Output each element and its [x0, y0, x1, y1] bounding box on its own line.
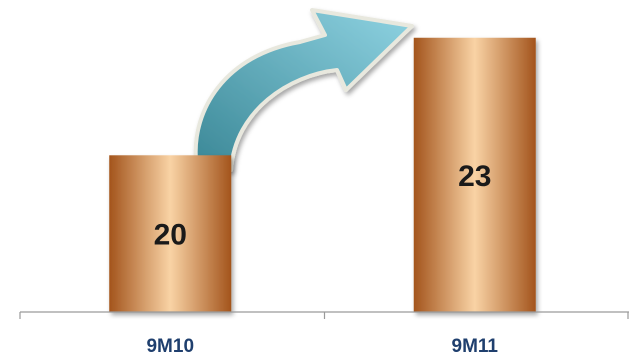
- bars-group: [109, 37, 536, 313]
- data-label-9m10: 20: [154, 219, 187, 252]
- x-tick-label-9m10: 9M10: [146, 336, 194, 357]
- labels-group: 20 9M10 23 9M11: [146, 160, 498, 357]
- curved-arrow-icon: [193, 8, 414, 172]
- bar-9m11: [413, 37, 536, 313]
- x-axis: [19, 311, 629, 319]
- data-label-9m11: 23: [458, 160, 491, 193]
- bar-9m10: [109, 155, 232, 312]
- x-tick-label-9m11: 9M11: [452, 336, 499, 357]
